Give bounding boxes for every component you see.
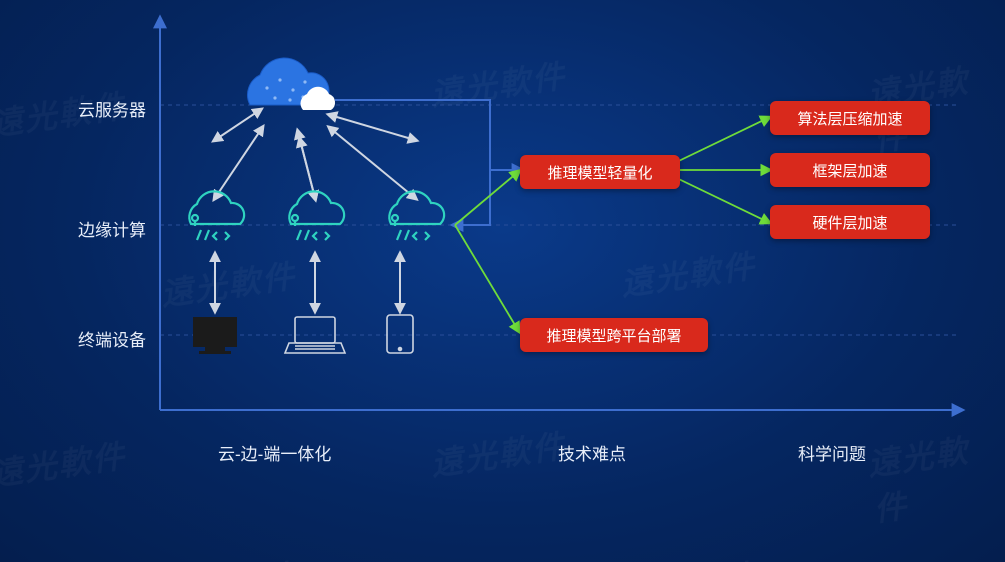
ylabel-cloud: 云服务器 (78, 96, 146, 121)
bi-arrows-2 (215, 128, 415, 310)
xlabel-tech: 技术难点 (558, 440, 626, 465)
box-lightweight: 推理模型轻量化 (520, 155, 680, 189)
connector-blue (335, 100, 520, 225)
ylabel-device: 终端设备 (78, 326, 146, 351)
edge-cloud-icon (189, 191, 444, 240)
diagram-canvas (0, 0, 1005, 562)
tablet-icon (387, 315, 413, 353)
ylabel-edge: 边缘计算 (78, 216, 146, 241)
green-lines (455, 118, 768, 330)
box-hw: 硬件层加速 (770, 205, 930, 239)
cloud-main-icon (248, 58, 336, 110)
xlabel-integration: 云-边-端一体化 (218, 440, 331, 465)
box-crossplat: 推理模型跨平台部署 (520, 318, 708, 352)
box-frame: 框架层加速 (770, 153, 930, 187)
monitor-icon (193, 317, 237, 354)
xlabel-science: 科学问题 (798, 440, 866, 465)
box-algo: 算法层压缩加速 (770, 101, 930, 135)
